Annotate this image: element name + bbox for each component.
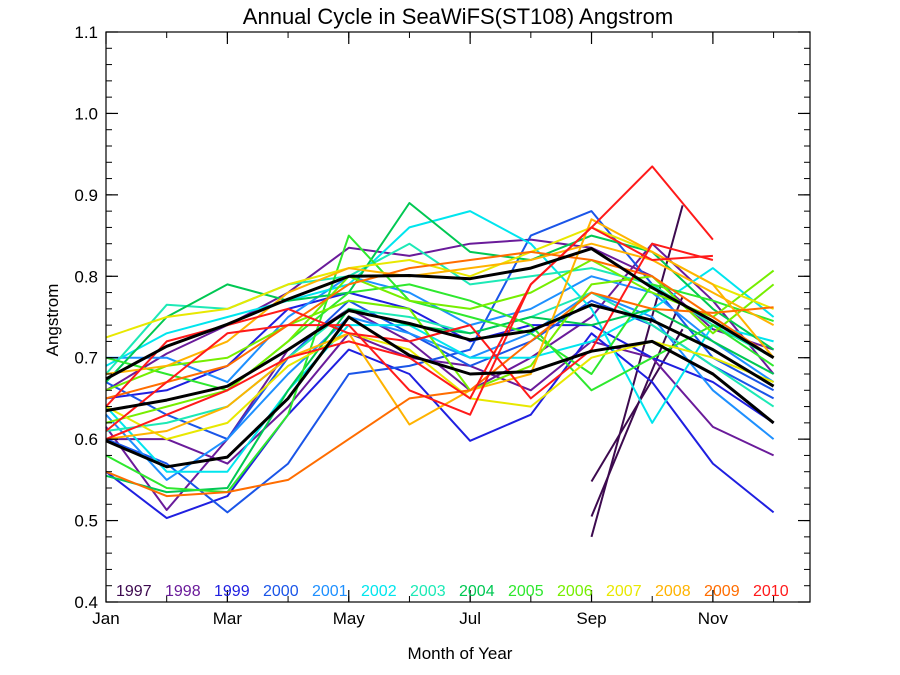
chart-title: Annual Cycle in SeaWiFS(ST108) Angstrom	[243, 4, 673, 29]
series-2008	[105, 218, 775, 441]
x-tick-label-5: Nov	[698, 609, 729, 628]
legend-entry-2000: 2000	[263, 583, 299, 600]
series-line-1997-2	[590, 328, 684, 483]
legend-entry-2004: 2004	[459, 583, 495, 600]
series-line-2010-2	[105, 226, 713, 441]
summary-line-0	[105, 247, 775, 381]
x-tick-label-3: Jul	[459, 609, 481, 628]
plot-frame	[105, 31, 811, 603]
series-line-2006-0	[105, 259, 775, 424]
series-2004	[105, 202, 775, 494]
y-tick-label-6: 1.0	[74, 104, 98, 123]
series-line-2002-0	[105, 210, 774, 424]
series-line-2002-1	[105, 267, 775, 473]
y-tick-label-3: 0.7	[74, 349, 98, 368]
summary-line-1	[105, 303, 775, 413]
legend-entry-2005: 2005	[508, 583, 544, 600]
x-tick-label-4: Sep	[576, 609, 606, 628]
y-tick-label-7: 1.1	[74, 23, 98, 42]
series-line-2008-1	[105, 242, 775, 375]
series-line-2003-0	[105, 291, 775, 432]
legend-entry-2010: 2010	[753, 583, 789, 600]
y-tick-label-4: 0.8	[74, 267, 98, 286]
series-line-2001-0	[105, 291, 775, 481]
legend-entry-2003: 2003	[410, 583, 446, 600]
series-2006	[105, 259, 775, 424]
series-line-2009-1	[105, 250, 775, 400]
y-tick-label-2: 0.6	[74, 430, 98, 449]
y-tick-label-0: 0.4	[74, 593, 98, 612]
axis-ticks: 0.4 0.5 0.6 0.7 0.8 0.9 1.0 1.1 Jan Mar May Jul Sep N…	[74, 23, 810, 628]
series-line-2010-0	[105, 165, 714, 432]
series-2009	[105, 250, 775, 498]
series-line-2004-1	[105, 202, 775, 383]
legend-entry-2002: 2002	[361, 583, 397, 600]
legend-entry-2001: 2001	[312, 583, 348, 600]
summary-lines-layer	[105, 247, 775, 469]
series-line-2008-0	[105, 218, 775, 441]
series-line-2000-1	[105, 299, 775, 441]
series-1999	[105, 291, 775, 520]
series-line-2006-1	[105, 275, 775, 392]
y-axis-label: Angstrom	[43, 284, 62, 357]
legend-entry-1998: 1998	[165, 583, 201, 600]
series-line-2004-0	[105, 307, 775, 494]
summary-line-2	[105, 315, 775, 469]
legend-entry-2006: 2006	[557, 583, 593, 600]
legend-entry-2007: 2007	[606, 583, 642, 600]
legend-entry-1999: 1999	[214, 583, 250, 600]
x-axis-label: Month of Year	[408, 644, 513, 663]
legend-entry-2008: 2008	[655, 583, 691, 600]
x-tick-label-0: Jan	[92, 609, 119, 628]
x-tick-label-1: Mar	[213, 609, 243, 628]
x-tick-label-2: May	[333, 609, 366, 628]
legend-entry-1997: 1997	[116, 583, 152, 600]
series-line-1998-0	[105, 242, 775, 511]
series-line-2009-0	[105, 291, 774, 498]
y-tick-label-5: 0.9	[74, 186, 98, 205]
y-tick-label-1: 0.5	[74, 512, 98, 531]
legend: 1997 1998 1999 2000 2001 2002 2003 2004 2005 2006…	[116, 583, 789, 600]
legend-entry-2009: 2009	[704, 583, 740, 600]
series-line-2007-1	[105, 332, 774, 441]
series-2002	[105, 210, 775, 473]
